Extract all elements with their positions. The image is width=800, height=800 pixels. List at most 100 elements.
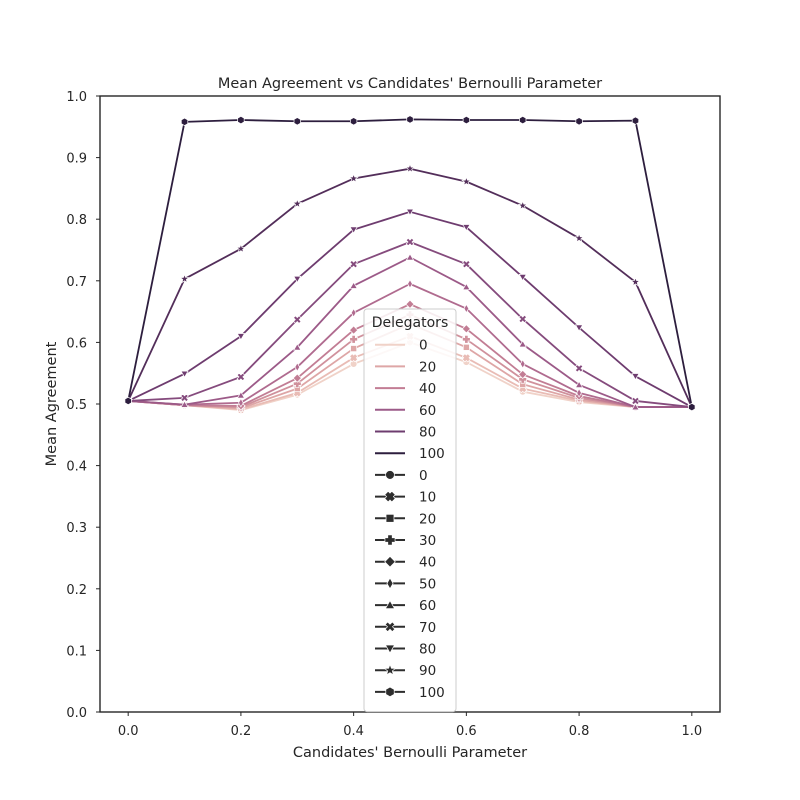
legend-marker xyxy=(383,663,397,676)
data-point xyxy=(180,393,189,403)
data-point xyxy=(461,324,471,334)
data-point xyxy=(349,360,358,368)
legend-label: 90 xyxy=(419,663,436,679)
legend-label: 60 xyxy=(419,403,436,419)
data-point xyxy=(405,253,415,261)
data-point xyxy=(574,380,584,388)
data-point xyxy=(574,324,584,332)
x-tick-label: 0.4 xyxy=(343,724,364,739)
legend-entry: 0 xyxy=(375,468,428,484)
legend-entry: 80 xyxy=(375,425,436,441)
data-point xyxy=(631,116,640,125)
y-tick-label: 0.1 xyxy=(66,644,87,659)
data-point xyxy=(406,115,414,124)
data-point xyxy=(349,325,359,335)
legend-entry: 70 xyxy=(375,620,436,636)
data-point xyxy=(293,379,302,388)
data-point xyxy=(292,198,303,209)
data-point xyxy=(180,370,189,378)
legend-entry: 60 xyxy=(375,403,436,419)
data-point xyxy=(688,402,696,412)
x-tick-label: 0.6 xyxy=(456,724,477,739)
data-point xyxy=(350,117,358,126)
legend-marker xyxy=(384,621,396,633)
data-point xyxy=(518,340,527,348)
data-point xyxy=(405,299,415,309)
legend-entry: 40 xyxy=(375,555,436,571)
data-point xyxy=(462,259,471,269)
legend-label: 60 xyxy=(419,598,436,614)
data-point xyxy=(350,308,357,318)
data-point xyxy=(349,259,358,269)
data-point xyxy=(631,396,640,406)
data-point xyxy=(461,176,472,187)
data-point xyxy=(236,333,246,341)
y-tick-label: 0.4 xyxy=(66,460,87,475)
legend-label: 70 xyxy=(419,620,436,636)
data-point xyxy=(293,315,302,324)
data-point xyxy=(462,282,471,291)
legend-marker xyxy=(385,686,395,698)
data-point xyxy=(349,335,358,344)
data-point xyxy=(294,362,301,372)
x-axis-label: Candidates' Bernoulli Parameter xyxy=(293,745,527,761)
data-point xyxy=(462,224,471,232)
legend-label: 100 xyxy=(419,446,445,462)
data-point xyxy=(349,226,358,234)
y-tick-label: 0.2 xyxy=(66,583,87,598)
y-tick-label: 1.0 xyxy=(66,90,87,105)
legend-label: 20 xyxy=(419,511,436,527)
data-point xyxy=(575,117,583,126)
data-point xyxy=(407,279,413,289)
data-point xyxy=(180,400,189,408)
data-point xyxy=(518,369,528,380)
legend-marker xyxy=(385,513,395,523)
data-point xyxy=(461,353,471,363)
series-100 xyxy=(124,115,696,412)
legend-label: 40 xyxy=(419,555,436,571)
legend-marker xyxy=(384,490,396,503)
y-tick-label: 0.5 xyxy=(66,398,87,413)
y-tick-label: 0.9 xyxy=(66,152,87,167)
y-tick-label: 0.6 xyxy=(66,336,87,351)
x-tick-label: 0.8 xyxy=(569,724,590,739)
y-axis-label: Mean Agreement xyxy=(44,341,60,466)
data-point xyxy=(293,117,301,126)
legend-label: 50 xyxy=(419,576,436,592)
data-point xyxy=(463,303,470,314)
legend: Delegators 0 20 40 60 80 100 0 10 20 30 40 50 60 70 80 9… xyxy=(363,308,457,713)
legend-label: 20 xyxy=(419,359,436,375)
legend-marker xyxy=(385,470,395,480)
legend-label: 40 xyxy=(419,381,436,397)
x-tick-label: 1.0 xyxy=(681,724,702,739)
legend-entry: 100 xyxy=(375,446,445,462)
data-point xyxy=(293,343,302,351)
legend-entry: 30 xyxy=(375,533,436,549)
data-point xyxy=(462,343,470,351)
x-tick-label: 0.2 xyxy=(231,724,252,739)
data-point xyxy=(293,275,302,284)
legend-box xyxy=(363,308,457,713)
data-point xyxy=(348,173,359,183)
data-point xyxy=(630,276,641,287)
legend-marker xyxy=(384,534,396,546)
data-point xyxy=(405,237,415,247)
legend-marker xyxy=(386,577,394,590)
legend-label: 100 xyxy=(419,685,445,701)
legend-entry: 0 xyxy=(375,338,428,354)
data-point xyxy=(518,314,527,324)
legend-entry: 10 xyxy=(375,490,436,506)
data-point xyxy=(519,115,527,125)
legend-marker xyxy=(384,644,396,654)
data-point xyxy=(235,243,247,254)
y-tick-label: 0.3 xyxy=(66,521,87,536)
legend-entry: 20 xyxy=(375,359,436,375)
data-point xyxy=(573,232,585,243)
legend-entry: 20 xyxy=(375,511,436,527)
data-point xyxy=(179,273,190,284)
data-point xyxy=(462,335,471,344)
data-point xyxy=(631,402,640,411)
x-tick-label: 0.0 xyxy=(118,724,139,739)
data-point xyxy=(236,391,246,399)
legend-entry: 100 xyxy=(375,685,445,701)
